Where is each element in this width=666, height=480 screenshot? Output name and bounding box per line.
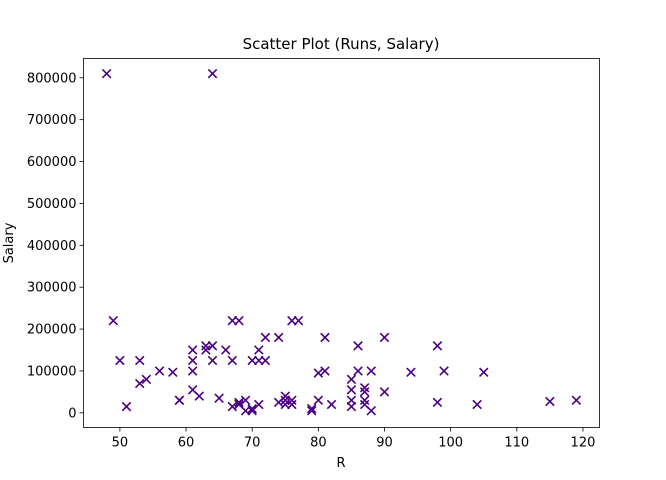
data-point-marker [168, 367, 178, 377]
data-point-marker [134, 355, 145, 366]
data-point-marker [379, 332, 390, 343]
data-point-marker [287, 399, 297, 410]
data-point-marker [260, 355, 271, 366]
x-tick-label: 90 [376, 436, 393, 451]
data-point-marker [320, 332, 330, 343]
x-tick-label: 70 [244, 436, 261, 451]
data-point-marker [406, 367, 416, 377]
data-point-marker [220, 345, 231, 355]
y-tick-label: 500000 [27, 197, 77, 212]
data-point-marker [353, 341, 363, 351]
data-point-marker [346, 385, 357, 395]
data-point-marker [234, 397, 244, 408]
x-axis-ticks: 50 60 70 80 90 100 110 120 [112, 427, 596, 451]
data-point-marker [432, 397, 443, 408]
data-point-marker [240, 395, 251, 406]
data-point-marker [134, 378, 145, 389]
data-point-marker [194, 391, 205, 401]
x-tick-label: 120 [571, 436, 596, 451]
data-point-marker [101, 68, 112, 79]
data-point-marker [545, 396, 555, 407]
data-point-marker [326, 399, 337, 410]
data-point-marker [207, 341, 218, 351]
y-tick-label: 700000 [27, 113, 77, 128]
data-point-marker [280, 391, 291, 401]
data-point-marker [187, 345, 198, 355]
data-point-marker [346, 374, 357, 385]
data-point-marker [227, 355, 238, 366]
y-tick-label: 100000 [27, 364, 77, 379]
y-tick-label: 300000 [27, 281, 77, 296]
data-point-marker [366, 405, 377, 416]
plot-area-frame [83, 58, 600, 428]
data-point-marker [247, 403, 257, 414]
data-point-marker [306, 403, 317, 414]
y-axis-label: Salary [2, 222, 17, 263]
data-points [101, 68, 582, 416]
x-axis-label: R [336, 456, 345, 471]
x-tick-label: 80 [310, 436, 327, 451]
data-point-marker [472, 399, 482, 410]
x-tick-label: 60 [178, 436, 195, 451]
data-point-marker [207, 355, 218, 366]
y-tick-label: 600000 [27, 155, 77, 170]
data-point-marker [359, 382, 370, 393]
data-point-marker [214, 393, 224, 403]
data-point-marker [174, 395, 185, 406]
data-point-marker [353, 366, 363, 376]
data-point-marker [306, 405, 317, 416]
data-point-marker [379, 387, 390, 397]
data-point-marker [254, 345, 264, 355]
data-point-marker [121, 401, 132, 412]
y-tick-label: 800000 [27, 71, 77, 86]
x-tick-label: 100 [438, 436, 463, 451]
data-point-marker [313, 368, 324, 378]
data-point-marker [254, 399, 264, 410]
data-point-marker [571, 395, 582, 406]
data-point-marker [187, 366, 198, 376]
x-tick-label: 50 [112, 436, 129, 451]
data-point-marker [115, 355, 125, 366]
data-point-marker [287, 395, 297, 406]
data-point-marker [320, 366, 330, 376]
y-tick-label: 200000 [27, 323, 77, 338]
data-point-marker [432, 341, 443, 351]
data-point-marker [359, 387, 370, 397]
y-tick-label: 0 [68, 406, 76, 421]
y-axis-ticks: 0 100000 200000 300000 400000 500000 600000 700… [27, 71, 84, 421]
data-point-marker [141, 374, 152, 385]
data-point-marker [260, 332, 271, 343]
data-point-marker [366, 366, 377, 376]
data-point-marker [207, 68, 218, 79]
chart-title: Scatter Plot (Runs, Salary) [243, 35, 440, 53]
data-point-marker [478, 367, 489, 377]
data-point-marker [154, 366, 165, 376]
x-tick-label: 110 [504, 436, 529, 451]
y-tick-label: 400000 [27, 239, 77, 254]
data-point-marker [359, 395, 370, 406]
data-point-marker [108, 315, 119, 326]
data-point-marker [273, 332, 284, 343]
data-point-marker [187, 355, 198, 366]
data-point-marker [227, 401, 238, 412]
data-point-marker [313, 395, 324, 406]
data-point-marker [293, 315, 304, 326]
data-point-marker [201, 345, 211, 355]
data-point-marker [234, 315, 244, 326]
data-point-marker [439, 366, 449, 376]
data-point-marker [346, 401, 357, 412]
